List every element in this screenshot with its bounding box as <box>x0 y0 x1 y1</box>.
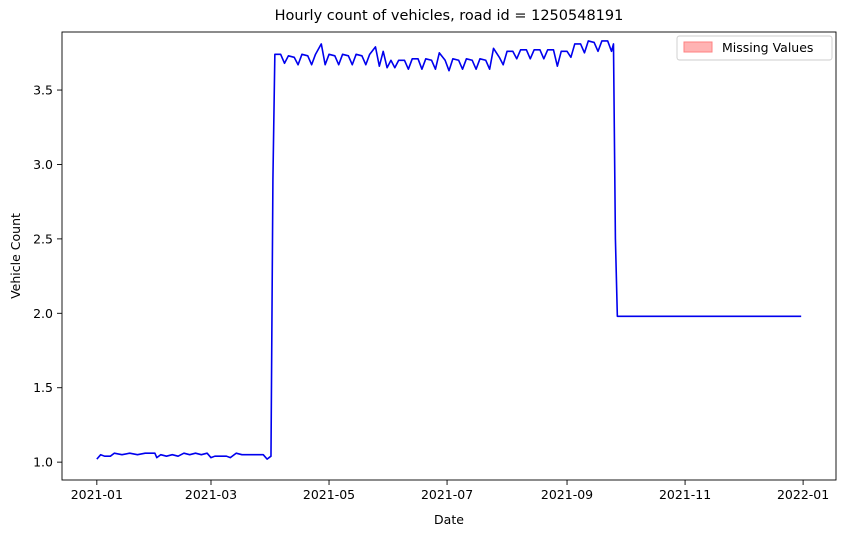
x-tick-label: 2021-05 <box>303 487 355 502</box>
series-line-0 <box>96 40 802 460</box>
x-tick-label: 2021-11 <box>659 487 711 502</box>
x-tick-label: 2021-03 <box>185 487 237 502</box>
legend: Missing Values <box>676 35 833 61</box>
y-tick-label: 1.0 <box>33 455 53 470</box>
x-axis-title: Date <box>434 512 464 527</box>
y-axis-title: Vehicle Count <box>8 213 23 299</box>
y-tick-label: 2.0 <box>33 306 53 321</box>
y-tick-label: 3.5 <box>33 83 53 98</box>
x-tick-label: 2022-01 <box>777 487 829 502</box>
y-tick-label: 1.5 <box>33 380 53 395</box>
series-layer <box>96 40 802 460</box>
x-tick-label: 2021-01 <box>71 487 123 502</box>
y-tick-label: 3.0 <box>33 157 53 172</box>
chart-title: Hourly count of vehicles, road id = 1250… <box>275 8 624 24</box>
plot-area-frame <box>61 31 837 481</box>
legend-box <box>676 35 833 61</box>
y-tick-label: 2.5 <box>33 231 53 246</box>
y-axis: 1.0 1.5 2.0 2.5 3.0 3.5 <box>33 83 62 470</box>
legend-swatch-missing-values <box>683 41 713 53</box>
x-tick-label: 2021-09 <box>541 487 593 502</box>
x-axis: 2021-01 2021-03 2021-05 2021-07 2021-09 2021-… <box>71 480 829 502</box>
x-tick-label: 2021-07 <box>421 487 473 502</box>
legend-label-missing-values: Missing Values <box>722 40 813 55</box>
